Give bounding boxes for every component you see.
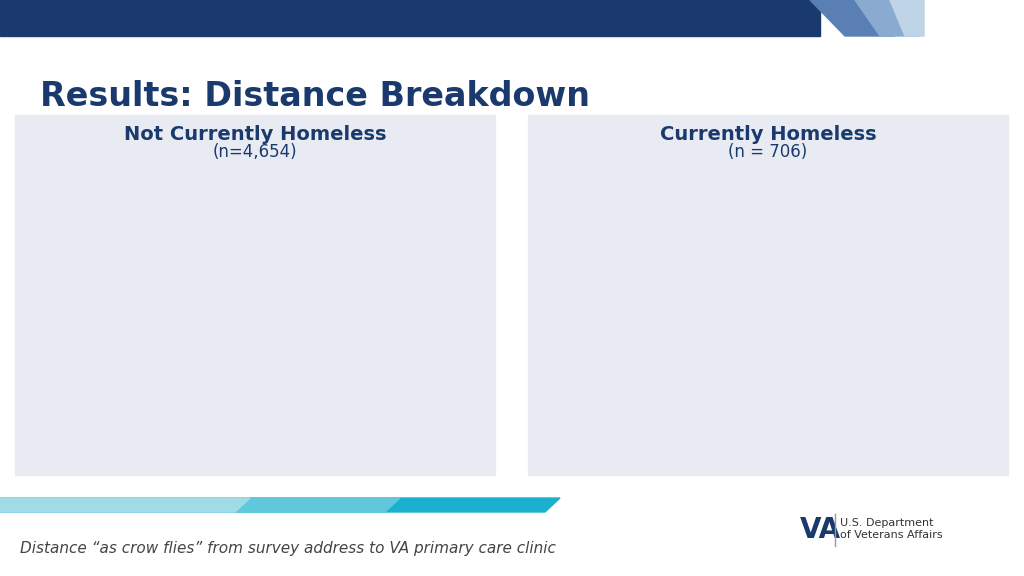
Wedge shape: [108, 131, 263, 415]
Text: 19%: 19%: [331, 262, 365, 276]
Bar: [528, 115, 1008, 475]
Wedge shape: [627, 288, 856, 445]
Polygon shape: [855, 0, 920, 36]
Text: >10-<20 Miles: >10-<20 Miles: [338, 253, 440, 267]
Wedge shape: [263, 174, 420, 346]
Text: 19%: 19%: [805, 210, 838, 223]
Text: ≤5
Miles: ≤5 Miles: [648, 202, 685, 230]
Wedge shape: [616, 131, 772, 346]
Wedge shape: [263, 131, 371, 288]
Text: >20 Miles: >20 Miles: [810, 175, 880, 188]
Text: >5-<10 Miles: >5-<10 Miles: [253, 405, 346, 418]
Polygon shape: [890, 0, 945, 36]
Text: Distance “as crow flies” from survey address to VA primary care clinic: Distance “as crow flies” from survey add…: [20, 540, 556, 555]
Wedge shape: [772, 230, 929, 420]
Text: VA: VA: [800, 516, 841, 544]
Text: (n=4,654): (n=4,654): [213, 143, 297, 161]
Polygon shape: [0, 498, 250, 512]
Wedge shape: [772, 131, 919, 288]
Text: 22%: 22%: [838, 308, 871, 321]
Text: >5-<10 Miles: >5-<10 Miles: [686, 404, 779, 416]
Polygon shape: [0, 498, 560, 512]
Text: Currently Homeless: Currently Homeless: [659, 125, 877, 144]
Text: 12%: 12%: [279, 201, 312, 215]
Polygon shape: [810, 0, 895, 36]
Text: 29%: 29%: [271, 364, 304, 378]
Bar: [0, 0, 820, 36]
Text: (n = 706): (n = 706): [728, 143, 808, 161]
Text: >10-<20 Miles: >10-<20 Miles: [844, 321, 946, 334]
Text: 28%: 28%: [729, 363, 763, 377]
Text: 31%: 31%: [685, 233, 718, 247]
Text: Not Currently Homeless: Not Currently Homeless: [124, 125, 386, 144]
Text: 40%: 40%: [165, 255, 199, 268]
Bar: [15, 115, 495, 475]
Wedge shape: [172, 288, 410, 445]
Bar: [925, 0, 1024, 36]
Text: ≤5
Miles: ≤5 Miles: [123, 234, 160, 262]
Text: >20 Miles: >20 Miles: [276, 162, 345, 175]
Text: Results: Distance Breakdown: Results: Distance Breakdown: [40, 80, 590, 113]
Text: U.S. Department: U.S. Department: [840, 518, 934, 528]
Text: of Veterans Affairs: of Veterans Affairs: [840, 530, 943, 540]
Polygon shape: [0, 498, 400, 512]
